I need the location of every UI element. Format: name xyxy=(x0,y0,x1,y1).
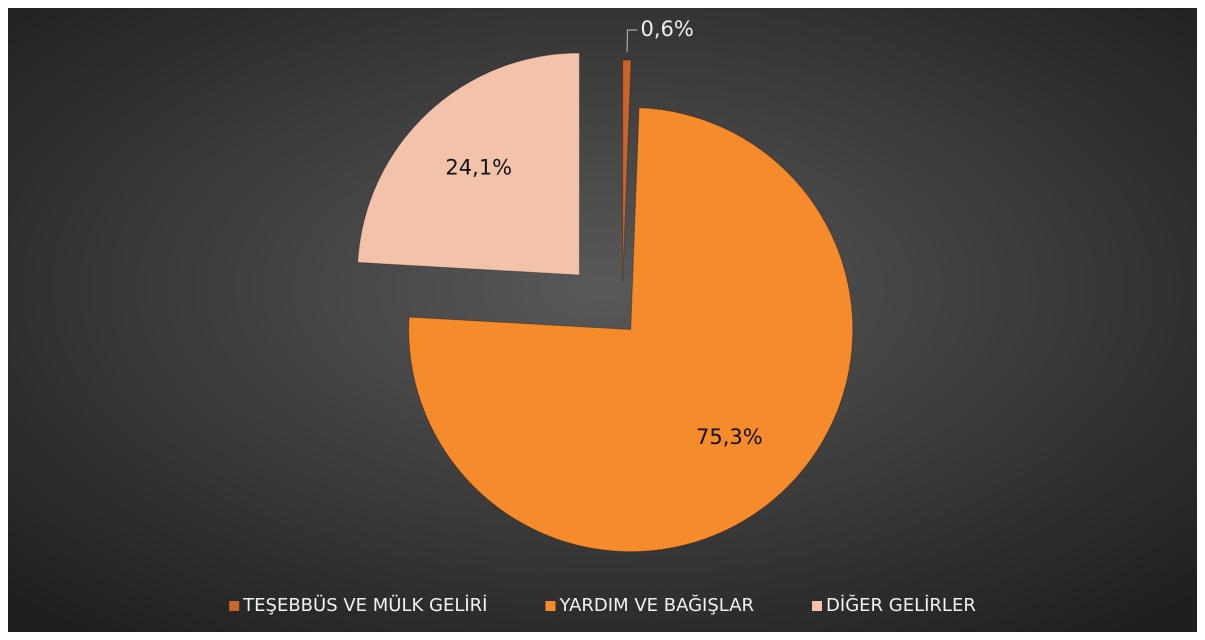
legend-swatch xyxy=(812,601,823,611)
leader-line xyxy=(626,29,638,53)
legend-swatch xyxy=(545,601,556,611)
legend-label: DİĞER GELİRLER xyxy=(826,594,976,616)
data-label: 24,1% xyxy=(445,155,512,179)
pie-slice xyxy=(408,107,854,553)
pie-slice xyxy=(622,59,632,283)
legend-swatch xyxy=(229,601,240,611)
data-label: 0,6% xyxy=(640,17,693,41)
legend-label: TEŞEBBÜS VE MÜLK GELİRİ xyxy=(242,594,487,616)
data-label: 75,3% xyxy=(696,425,763,449)
legend-label: YARDIM VE BAĞIŞLAR xyxy=(558,594,754,616)
pie-slice xyxy=(357,52,580,276)
